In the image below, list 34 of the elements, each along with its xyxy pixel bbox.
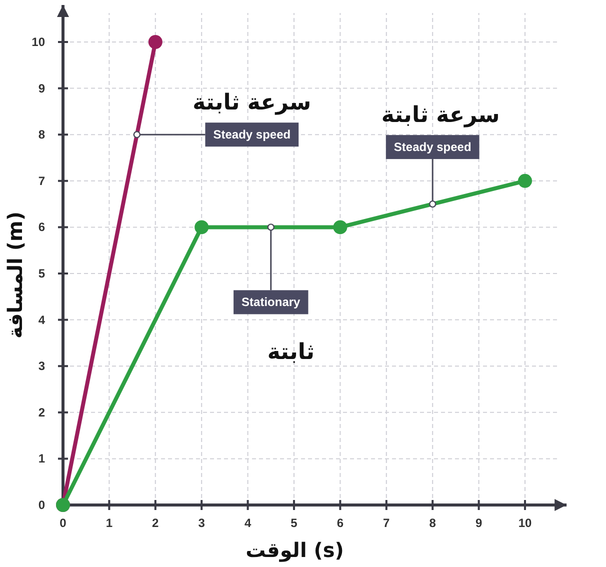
annotation: Steady speed <box>213 128 291 142</box>
point <box>333 220 348 234</box>
annotation: سرعة ثابتة <box>192 90 312 116</box>
x-tick-label: 9 <box>475 516 482 530</box>
y-tick-label: 3 <box>38 359 46 374</box>
x-tick-label: 7 <box>383 516 390 530</box>
y-tick-label: 9 <box>38 81 46 96</box>
x-tick-label: 3 <box>198 516 206 530</box>
x-tick-label: 4 <box>244 516 252 530</box>
x-tick-label: 10 <box>518 516 532 530</box>
annotation: Stationary <box>242 295 301 310</box>
point <box>148 35 162 49</box>
x-tick-label: 0 <box>60 516 67 530</box>
point <box>194 220 209 234</box>
y-tick-label: 10 <box>32 35 46 49</box>
y-tick-label: 2 <box>38 405 46 420</box>
x-axis-title: الوقت (s) <box>246 538 344 562</box>
y-tick-label: 6 <box>38 220 46 234</box>
y-axis-title: المسافة (m) <box>3 212 27 338</box>
x-tick-label: 1 <box>106 516 113 530</box>
annotation: سرعة ثابتة <box>381 103 500 128</box>
annotation: Steady speed <box>394 140 472 154</box>
y-tick-label: 4 <box>38 312 46 327</box>
annotation: ثابتة <box>267 340 314 366</box>
x-tick-label: 8 <box>429 516 436 530</box>
y-tick-label: 5 <box>38 266 46 280</box>
y-tick-label: 8 <box>38 128 46 142</box>
x-tick-label: 6 <box>336 516 344 530</box>
x-tick-label: 2 <box>152 516 160 530</box>
point <box>518 174 532 188</box>
y-tick-label: 7 <box>38 174 46 188</box>
y-tick-label: 0 <box>38 498 46 512</box>
y-tick-label: 1 <box>38 452 46 466</box>
x-tick-label: 5 <box>290 516 298 530</box>
